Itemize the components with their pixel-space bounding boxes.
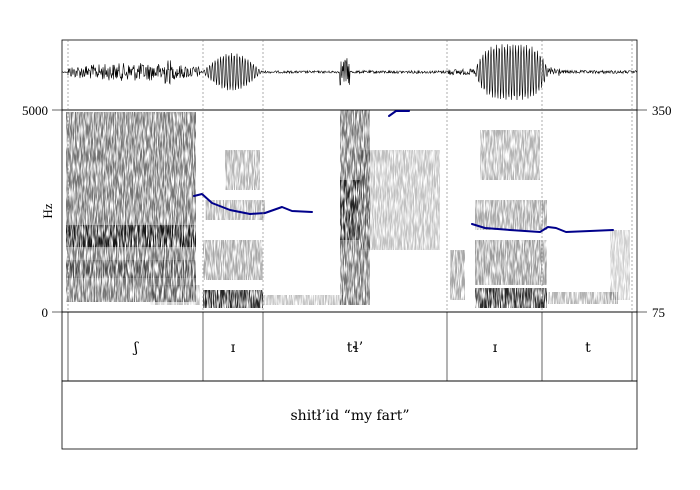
- spectrogram-band: [66, 225, 196, 247]
- spectrogram-band: [475, 288, 547, 308]
- spectrogram-band: [66, 260, 196, 278]
- spectrogram-band: [450, 250, 465, 300]
- spectrogram-band: [548, 292, 618, 304]
- right-axis-min: 75: [652, 305, 665, 320]
- pitch-segment: [193, 193, 313, 215]
- waveform-panel: [61, 39, 638, 111]
- boundary-guides: [67, 40, 633, 312]
- caption-box: [61, 380, 638, 450]
- spectrogram-band: [203, 240, 263, 280]
- spectrogram-band: [340, 180, 360, 240]
- segment-boundaries: [67, 312, 633, 381]
- segment-label-2: ɪ: [231, 340, 236, 356]
- utterance-caption: shitł’id “my fart”: [291, 408, 410, 424]
- segment-label-3: tɬ’: [347, 340, 363, 356]
- left-axis-unit: Hz: [40, 203, 55, 218]
- spectrogram-energy: [66, 110, 630, 308]
- spectrogram-panel: [61, 109, 638, 313]
- spectrogram-band: [360, 150, 440, 250]
- segment-label-4: ɪ: [493, 340, 498, 356]
- spectrogram-band: [610, 230, 630, 300]
- spectrogram-band: [475, 240, 547, 285]
- right-axis-max: 350: [652, 103, 672, 118]
- pitch-segment: [471, 223, 614, 233]
- pitch-contour: [193, 110, 614, 233]
- left-axis-min: 0: [42, 305, 49, 320]
- spectrogram-band: [480, 130, 540, 180]
- waveform-line: [61, 44, 638, 101]
- segment-label-5: t: [585, 340, 591, 356]
- pitch-segment: [388, 110, 410, 117]
- spectrogram-band: [225, 150, 260, 190]
- segment-label-1: ʃ: [132, 340, 139, 356]
- spectrogram-band: [475, 200, 547, 230]
- spectrogram-band: [150, 285, 200, 305]
- waveform-trace: [61, 44, 638, 101]
- spectrogram-band: [263, 295, 343, 305]
- spectrogram-band: [203, 290, 263, 308]
- left-axis-max: 5000: [22, 103, 48, 118]
